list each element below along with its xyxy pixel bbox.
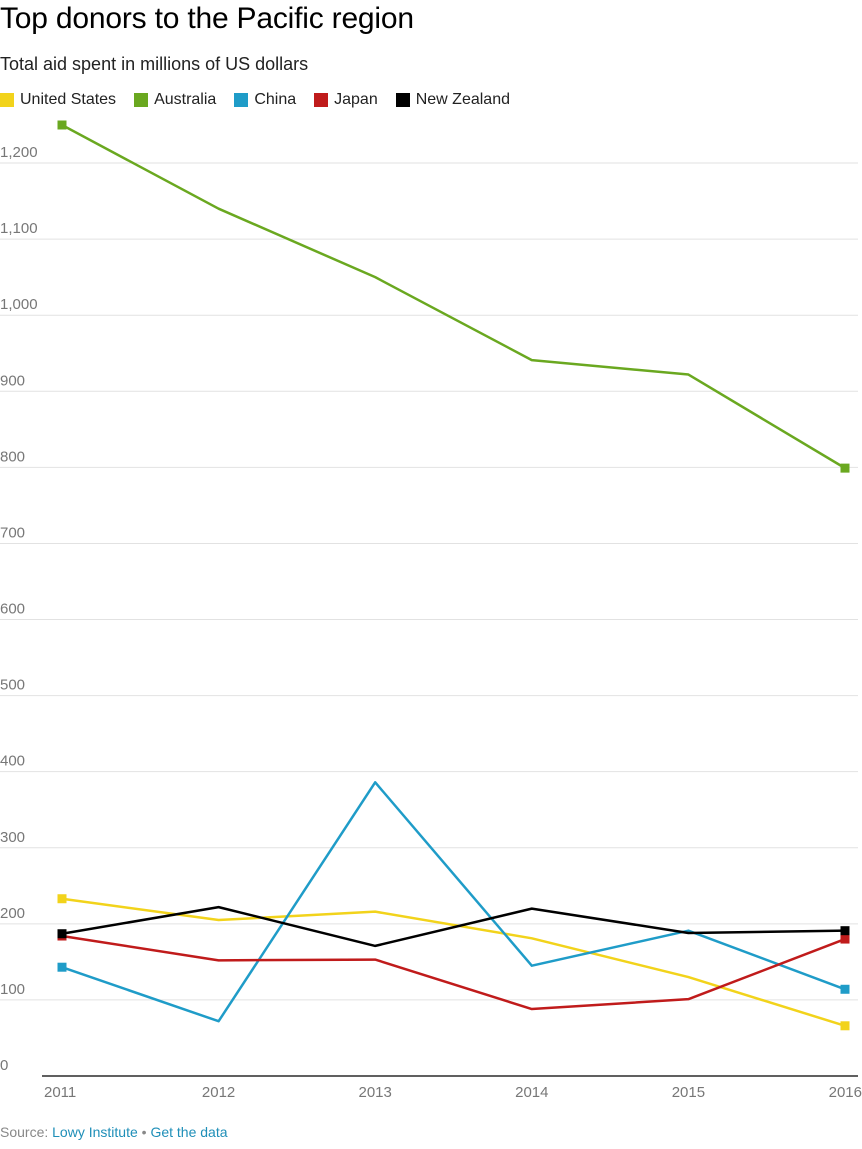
legend-swatch [234,93,249,107]
legend: United States Australia China Japan New Zeal… [0,89,528,111]
legend-item-australia: Australia [134,89,216,111]
legend-item-japan: Japan [314,89,378,111]
data-point-new-zealand [840,926,850,936]
x-tick-label: 2011 [44,1084,76,1101]
source-link[interactable]: Lowy Institute [52,1124,138,1140]
y-tick-label: 1,200 [0,144,38,161]
y-tick-label: 400 [0,753,25,770]
x-tick-label: 2014 [515,1084,548,1101]
series-line-japan [61,934,846,1011]
y-tick-label: 1,000 [0,296,38,313]
x-tick-label: 2016 [829,1084,862,1101]
data-point-new-zealand [57,929,67,939]
legend-swatch [134,93,149,107]
get-the-data-link[interactable]: Get the data [150,1124,228,1140]
y-tick-label: 0 [0,1057,8,1074]
series-line-new-zealand [61,905,846,948]
y-tick-label: 300 [0,829,25,846]
series-line-australia [61,123,846,470]
data-point-united-states [57,894,67,904]
legend-label: China [254,91,297,108]
source-line: Source: Lowy Institute • Get the data [0,1122,228,1142]
data-point-china [57,962,67,972]
x-tick-label: 2012 [202,1084,235,1101]
y-tick-label: 800 [0,448,25,465]
y-tick-label: 900 [0,372,25,389]
data-point-australia [57,120,67,130]
source-prefix: Source: [0,1124,53,1140]
data-point-china [840,984,850,994]
data-point-australia [840,463,850,473]
x-tick-label: 2015 [672,1084,705,1101]
chart-title: Top donors to the Pacific region [0,2,414,35]
legend-item-china: China [234,89,296,111]
legend-label: United States [20,91,117,108]
legend-label: Japan [334,91,378,108]
y-tick-label: 1,100 [0,220,38,237]
series-line-united-states [61,897,846,1027]
legend-item-united-states: United States [0,89,116,111]
y-tick-label: 200 [0,905,25,922]
data-point-japan [840,934,850,944]
legend-swatch [314,93,329,107]
y-tick-label: 600 [0,601,25,618]
chart-subtitle: Total aid spent in millions of US dollar… [0,54,309,74]
y-tick-label: 500 [0,677,25,694]
series-line-china [61,781,846,1023]
legend-swatch [395,93,410,107]
legend-label: New Zealand [415,91,510,108]
x-tick-label: 2013 [359,1084,392,1101]
source-separator: • [137,1124,151,1140]
y-tick-label: 700 [0,524,25,541]
legend-item-new-zealand: New Zealand [395,89,510,111]
legend-label: Australia [154,91,217,108]
y-tick-label: 100 [0,981,25,998]
legend-swatch [0,93,14,107]
data-point-united-states [840,1021,850,1031]
